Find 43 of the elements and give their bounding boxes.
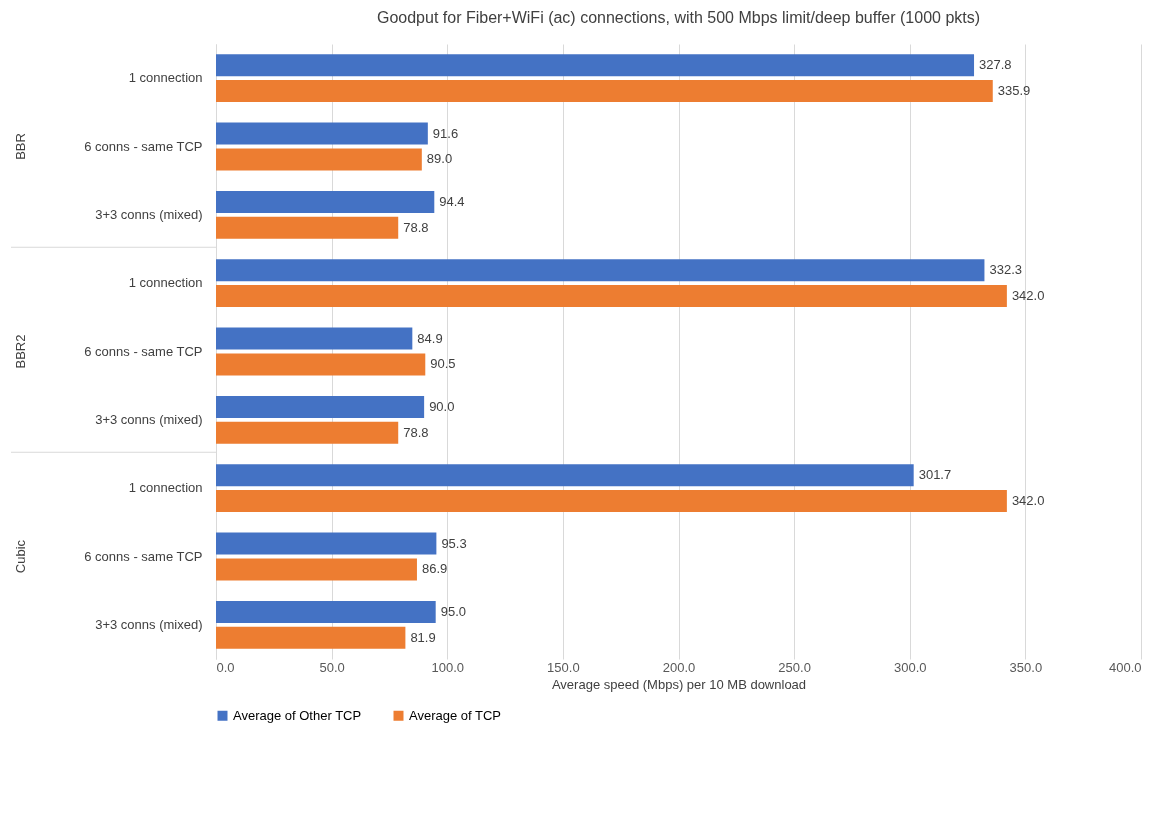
x-axis-title: Average speed (Mbps) per 10 MB download xyxy=(551,676,807,692)
text: BBR xyxy=(13,133,28,160)
x-tick-label: 200.0 xyxy=(662,659,696,675)
y-tick-label: 1 connection xyxy=(128,70,203,86)
data-label: 335.9 xyxy=(997,83,1031,99)
y-tick-label: 6 conns - same TCP xyxy=(84,548,203,564)
data-label: 95.3 xyxy=(441,535,467,551)
data-label: 91.6 xyxy=(432,125,459,141)
y-tick-label: 1 connection xyxy=(128,480,203,496)
data-label: 84.9 xyxy=(417,330,443,346)
data-label: 86.9 xyxy=(421,561,448,577)
y-tick-label: 6 conns - same TCP xyxy=(84,138,203,154)
data-label: 94.4 xyxy=(439,193,465,209)
legend-label: Average of TCP xyxy=(409,707,502,723)
data-label: 81.9 xyxy=(410,629,436,645)
y-tick-label: 1 connection xyxy=(128,275,203,291)
data-label: 78.8 xyxy=(403,424,429,440)
data-label: 89.0 xyxy=(426,151,453,167)
legend-label: Average of Other TCP xyxy=(233,707,362,723)
data-label: 90.0 xyxy=(429,398,455,414)
x-tick-label: 150.0 xyxy=(547,659,580,675)
x-tick-label: 300.0 xyxy=(893,659,927,675)
y-tick-label: 3+3 conns (mixed) xyxy=(95,616,203,632)
x-tick-label: 0.0 xyxy=(216,659,235,675)
data-label: 342.0 xyxy=(1011,493,1045,509)
x-tick-label: 50.0 xyxy=(319,659,345,675)
y-tick-label: 3+3 conns (mixed) xyxy=(95,411,203,427)
data-label: 90.5 xyxy=(430,356,456,372)
x-tick-label: 400.0 xyxy=(1108,659,1142,675)
y-tick-label: 6 conns - same TCP xyxy=(84,343,203,359)
data-label: 78.8 xyxy=(403,219,429,235)
chart-title: Goodput for Fiber+WiFi (ac) connections, with 500 Mbps limit/deep buffer (1000 pkts) xyxy=(376,9,981,26)
text: BBR2 xyxy=(13,334,28,369)
data-label: 342.0 xyxy=(1011,288,1045,304)
text: Cubic xyxy=(13,539,28,574)
y-tick-label: 3+3 conns (mixed) xyxy=(95,206,203,222)
data-label: 301.7 xyxy=(918,467,952,483)
x-tick-label: 250.0 xyxy=(778,659,811,675)
x-tick-label: 100.0 xyxy=(431,659,465,675)
data-label: 327.8 xyxy=(979,57,1012,73)
x-tick-label: 350.0 xyxy=(1009,659,1043,675)
data-label: 332.3 xyxy=(989,262,1022,278)
data-label: 95.0 xyxy=(440,603,466,619)
